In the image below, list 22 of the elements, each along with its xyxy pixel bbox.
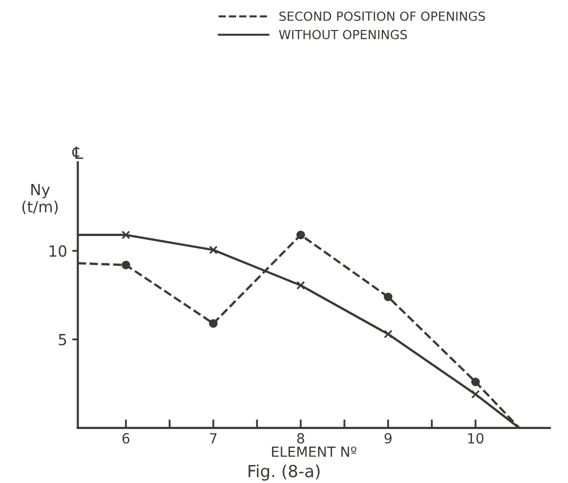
point <box>471 378 480 386</box>
point <box>384 292 392 302</box>
x-tick-label: 8 <box>297 433 304 444</box>
point <box>208 246 218 254</box>
point <box>296 230 306 240</box>
legend-label: WITHOUT OPENINGS <box>279 30 407 40</box>
point <box>208 319 218 328</box>
legend-label: SECOND POSITION OF OPENINGS <box>279 11 486 21</box>
y-tick-label: 5 <box>58 334 66 346</box>
x-axis-title: ELEMENT Nº <box>272 446 356 457</box>
point <box>296 281 306 290</box>
text: Fig. (8-a) <box>248 464 320 481</box>
text: ℄ <box>72 146 84 159</box>
y-axis-title: Ny (t/m) <box>22 184 58 214</box>
point <box>384 330 392 338</box>
point <box>122 260 130 270</box>
x-tick-label: 7 <box>210 433 217 444</box>
point <box>471 390 480 399</box>
x-tick-label: 9 <box>384 433 392 444</box>
x-tick-label: 6 <box>122 433 130 444</box>
point <box>122 230 130 240</box>
x-tick-label: 10 <box>468 433 484 444</box>
